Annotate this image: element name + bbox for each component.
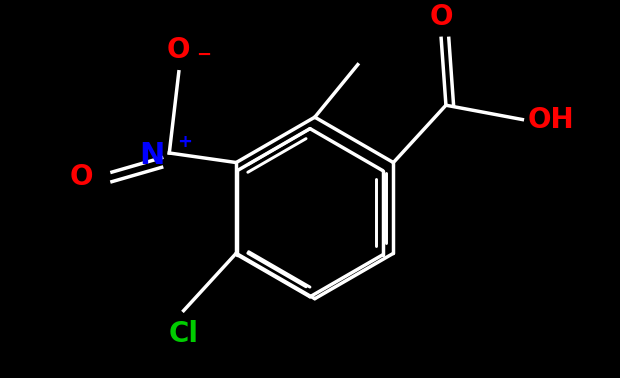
Text: O: O: [430, 3, 453, 31]
Text: N: N: [139, 141, 164, 170]
Text: Cl: Cl: [169, 320, 198, 348]
Text: OH: OH: [527, 105, 574, 133]
Text: O: O: [167, 36, 190, 64]
Text: O: O: [69, 163, 93, 191]
Text: +: +: [177, 133, 192, 150]
Text: −: −: [196, 46, 211, 64]
